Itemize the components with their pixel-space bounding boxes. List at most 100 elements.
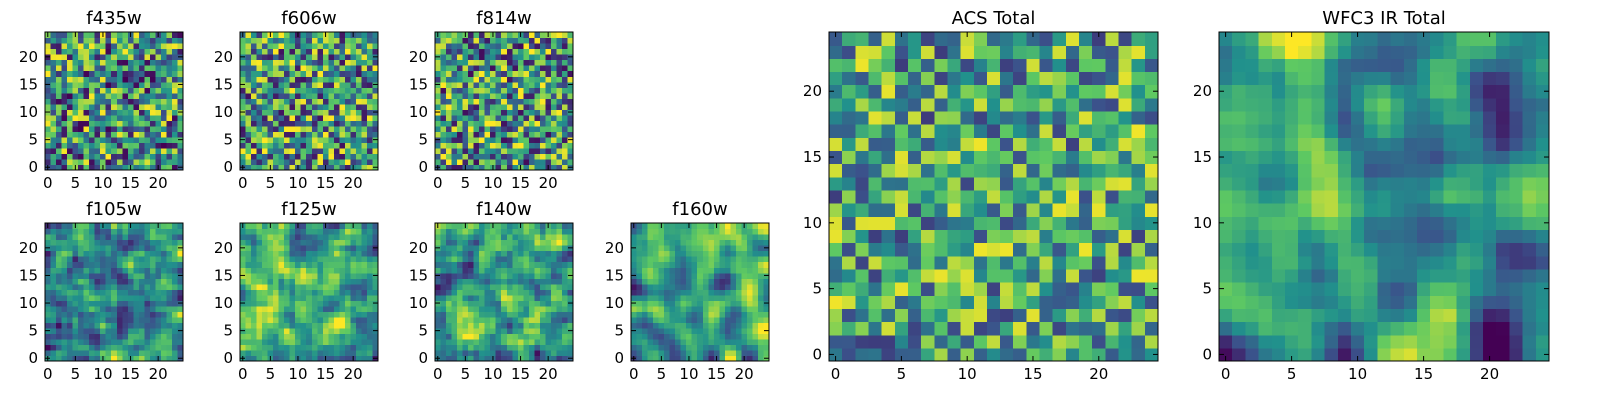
heatmap-cell xyxy=(855,321,870,336)
heatmap-cell xyxy=(842,216,856,230)
heatmap-cell xyxy=(149,300,156,307)
heatmap-cell xyxy=(1039,295,1054,309)
heatmap-cell xyxy=(1105,189,1120,204)
heatmap-cell xyxy=(284,322,291,329)
heatmap-cell xyxy=(735,223,742,230)
heatmap-cell xyxy=(550,289,558,296)
heatmap-cell xyxy=(177,120,184,127)
heatmap-cell xyxy=(484,153,491,160)
heatmap-cell xyxy=(763,256,770,263)
heatmap-cell xyxy=(284,103,291,110)
heatmap-cell xyxy=(894,268,909,283)
heatmap-cell xyxy=(245,305,252,312)
heatmap-cell xyxy=(451,261,458,268)
heatmap-cell xyxy=(534,338,541,346)
heatmap-cell xyxy=(457,153,464,160)
heatmap-cell xyxy=(127,267,134,274)
heatmap-cell xyxy=(1144,268,1159,283)
heatmap-cell xyxy=(545,103,552,110)
heatmap-cell xyxy=(1026,176,1041,191)
heatmap-cell xyxy=(642,289,649,296)
heatmap-cell xyxy=(350,305,357,312)
heatmap-cell xyxy=(138,278,145,285)
heatmap-cell xyxy=(440,349,447,357)
heatmap-cell xyxy=(947,255,962,270)
heatmap-cell xyxy=(317,136,324,143)
heatmap-cell xyxy=(100,125,107,132)
heatmap-cell xyxy=(479,333,486,340)
heatmap-cell xyxy=(83,153,90,160)
heatmap-cell xyxy=(262,245,269,252)
heatmap-cell xyxy=(295,289,302,296)
heatmap-cell xyxy=(702,250,709,257)
heatmap-cell xyxy=(631,239,638,246)
heatmap-cell xyxy=(322,142,329,149)
heatmap-cell xyxy=(495,223,502,230)
heatmap-cell xyxy=(166,125,173,132)
heatmap-cell xyxy=(907,255,922,270)
heatmap-cell xyxy=(534,142,541,149)
heatmap-cell xyxy=(56,234,63,241)
heatmap-cell xyxy=(339,43,346,50)
heatmap-cell xyxy=(686,228,693,235)
heatmap-cell xyxy=(339,87,346,94)
heatmap-cell xyxy=(484,278,491,285)
heatmap-cell xyxy=(545,65,552,72)
heatmap-cell xyxy=(658,272,665,279)
heatmap-cell xyxy=(78,272,85,279)
heatmap-cell xyxy=(322,158,329,166)
heatmap-cell xyxy=(490,142,497,149)
heatmap-cell xyxy=(328,283,335,290)
heatmap-cell xyxy=(50,131,57,138)
heatmap-cell xyxy=(116,92,123,99)
heatmap-cell xyxy=(133,32,140,39)
heatmap-cell xyxy=(295,327,302,334)
heatmap-cell xyxy=(757,349,765,357)
heatmap-cell xyxy=(829,347,843,362)
heatmap-cell xyxy=(479,289,486,296)
heatmap-cell xyxy=(322,300,329,307)
heatmap-cell xyxy=(440,32,447,39)
heatmap-cell xyxy=(506,153,513,160)
heatmap-cell xyxy=(355,70,363,77)
heatmap-cell xyxy=(561,131,569,138)
heatmap-cell xyxy=(122,37,129,44)
heatmap-cell xyxy=(730,344,737,351)
heatmap-cell xyxy=(61,278,68,285)
heatmap-cell xyxy=(446,70,453,77)
heatmap-cell xyxy=(133,120,140,127)
heatmap-cell xyxy=(713,234,720,241)
heatmap-cell xyxy=(495,289,502,296)
heatmap-cell xyxy=(333,59,340,66)
heatmap-cell xyxy=(636,316,643,323)
heatmap-cell xyxy=(160,261,168,268)
heatmap-cell xyxy=(105,48,112,55)
heatmap-cell xyxy=(278,272,285,279)
heatmap-cell xyxy=(144,92,151,99)
heatmap-cell xyxy=(138,311,145,318)
heatmap-cell xyxy=(440,147,447,155)
heatmap-cell xyxy=(344,142,351,149)
heatmap-cell xyxy=(539,98,546,105)
heatmap-cell xyxy=(350,239,357,246)
heatmap-cell xyxy=(647,245,654,252)
heatmap-cell xyxy=(512,305,519,312)
heatmap-cell xyxy=(284,223,291,230)
heatmap-cell xyxy=(642,338,649,346)
heatmap-cell xyxy=(328,125,335,132)
heatmap-cell xyxy=(534,327,541,334)
heatmap-cell xyxy=(67,125,74,132)
heatmap-cell xyxy=(680,322,687,329)
heatmap-cell xyxy=(361,256,368,263)
heatmap-cell xyxy=(61,120,68,127)
heatmap-cell xyxy=(642,267,649,274)
heatmap-cell xyxy=(56,311,63,318)
heatmap-cell xyxy=(240,239,247,246)
heatmap-cell xyxy=(757,289,765,296)
heatmap-cell xyxy=(89,294,96,301)
heatmap-cell xyxy=(83,245,90,252)
heatmap-cell xyxy=(61,305,68,312)
heatmap-cell xyxy=(366,338,374,346)
heatmap-cell xyxy=(484,54,491,61)
heatmap-cell xyxy=(517,333,524,340)
